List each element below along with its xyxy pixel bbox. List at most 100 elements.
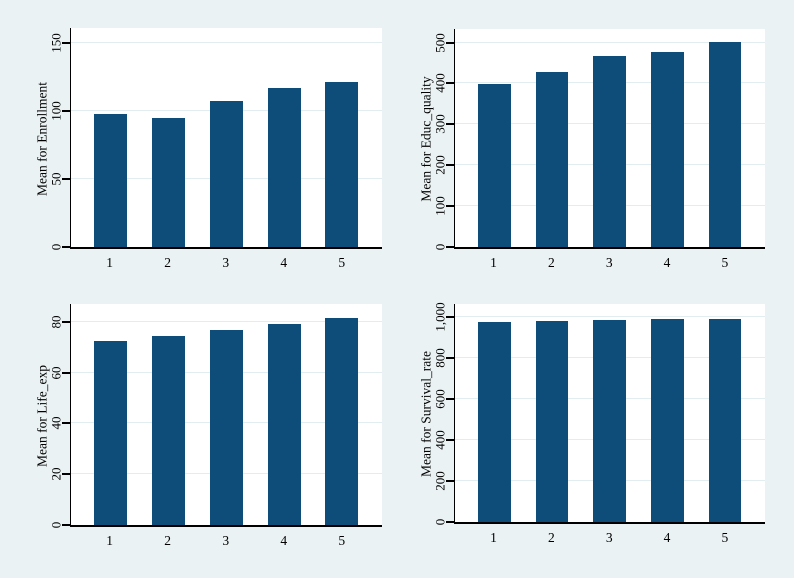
chart-mean-for-survival-rate: Mean for Survival_rate 0 200 400 600 800 1,00… xyxy=(418,303,765,544)
y-tick-mark xyxy=(446,521,454,523)
y-tick-mark xyxy=(62,524,70,526)
y-tick-label-text: 150 xyxy=(48,33,64,53)
y-tick-label-text: 800 xyxy=(432,348,448,368)
chart-mean-for-educ-quality: Mean for Educ_quality 0 100 200 300 400 500 1… xyxy=(418,29,765,269)
x-tick-label: 2 xyxy=(164,533,172,548)
bar-category-1 xyxy=(477,322,511,522)
y-tick-label-text: 400 xyxy=(432,73,448,94)
bar-category-5 xyxy=(325,318,359,525)
y-tick-label-text: 1,000 xyxy=(432,302,448,332)
chart-mean-for-life-exp: Mean for Life_exp 0 20 40 60 80 1 2 3 4 5 xyxy=(34,304,382,547)
bar-category-2 xyxy=(151,117,185,247)
y-tick-mark xyxy=(446,357,454,360)
bar-category-1 xyxy=(94,113,127,247)
y-axis-title-text: Mean for Survival_rate xyxy=(418,351,434,477)
y-tick-label-text: 400 xyxy=(432,430,448,450)
bar-category-4 xyxy=(267,87,301,247)
x-tick-label: 1 xyxy=(106,533,113,548)
y-tick-mark xyxy=(62,422,70,425)
x-tick-label: 2 xyxy=(547,530,555,545)
y-tick-mark xyxy=(446,123,454,126)
bar-category-4 xyxy=(650,51,684,247)
bar-category-5 xyxy=(325,82,359,247)
y-tick-label-text: 80 xyxy=(48,315,64,329)
gridline xyxy=(455,316,765,318)
y-tick-label-text: 200 xyxy=(432,471,448,491)
x-tick-label: 4 xyxy=(280,255,288,270)
y-tick-mark xyxy=(446,480,454,483)
x-tick-label: 5 xyxy=(338,255,346,270)
y-tick-label-text: 100 xyxy=(432,196,448,216)
x-tick-label: 4 xyxy=(280,533,288,548)
x-tick-label: 5 xyxy=(721,255,729,270)
y-tick-label-text: 600 xyxy=(432,389,448,409)
y-tick-label-text: 60 xyxy=(48,366,64,380)
y-tick-mark xyxy=(446,398,454,401)
y-tick-mark xyxy=(446,246,454,248)
x-tick-label: 5 xyxy=(338,533,346,548)
x-tick-label: 4 xyxy=(663,255,671,270)
bar-category-3 xyxy=(593,319,627,522)
bar-category-1 xyxy=(477,84,511,247)
bar-category-5 xyxy=(708,318,742,522)
y-tick-mark xyxy=(62,320,70,323)
y-tick-label-text: 500 xyxy=(432,32,448,53)
y-tick-mark xyxy=(446,82,454,85)
y-tick-label-text: 300 xyxy=(432,114,448,135)
bar-category-2 xyxy=(535,71,569,247)
x-tick-label: 3 xyxy=(605,255,613,270)
bar-category-3 xyxy=(209,330,243,525)
x-axis: 1 2 3 4 5 xyxy=(454,249,765,275)
plot-area xyxy=(454,304,765,524)
y-axis-title-text: Mean for Life_exp xyxy=(34,364,50,467)
y-tick-label-text: 0 xyxy=(48,521,64,529)
gridline xyxy=(71,320,382,322)
y-tick-mark xyxy=(62,41,70,44)
y-tick-mark xyxy=(62,371,70,374)
y-tick-mark xyxy=(62,109,70,112)
y-tick-label-text: 20 xyxy=(48,467,64,481)
y-tick-label-text: 50 xyxy=(48,172,64,186)
x-tick-label: 1 xyxy=(490,255,497,270)
x-tick-label: 5 xyxy=(721,530,729,545)
y-tick-label-text: 200 xyxy=(432,155,448,175)
x-tick-label: 3 xyxy=(222,533,230,548)
y-tick-mark xyxy=(446,164,454,167)
bar-category-2 xyxy=(535,321,569,522)
y-axis-title-text: Mean for Enrollment xyxy=(34,81,50,196)
y-tick-mark xyxy=(446,316,454,319)
bar-category-3 xyxy=(209,101,243,247)
bar-category-2 xyxy=(151,336,185,525)
y-tick-label-text: 100 xyxy=(48,101,64,121)
bar-category-5 xyxy=(708,41,742,247)
gridline xyxy=(71,41,382,43)
y-tick-label-text: 0 xyxy=(432,518,448,526)
bar-category-4 xyxy=(267,324,301,525)
x-tick-label: 2 xyxy=(547,255,555,270)
y-tick-mark xyxy=(446,439,454,442)
y-tick-mark xyxy=(62,246,70,248)
x-axis: 1 2 3 4 5 xyxy=(454,524,765,550)
y-axis-title-text: Mean for Educ_quality xyxy=(418,76,434,202)
y-tick-label-text: 0 xyxy=(48,243,64,251)
x-axis: 1 2 3 4 5 xyxy=(70,249,382,275)
x-tick-label: 1 xyxy=(106,255,113,270)
y-tick-mark xyxy=(62,178,70,180)
y-tick-mark xyxy=(446,41,454,44)
x-tick-label: 4 xyxy=(663,530,671,545)
y-tick-label-text: 0 xyxy=(432,243,448,251)
x-tick-label: 2 xyxy=(164,255,172,270)
x-tick-label: 3 xyxy=(222,255,230,270)
x-tick-label: 3 xyxy=(605,530,613,545)
y-tick-label-text: 40 xyxy=(48,416,64,430)
plot-area xyxy=(70,304,382,527)
plot-area xyxy=(70,28,382,249)
gridline xyxy=(455,41,765,43)
bar-category-4 xyxy=(650,319,684,522)
x-tick-label: 1 xyxy=(490,530,497,545)
x-axis: 1 2 3 4 5 xyxy=(70,527,382,553)
plot-area xyxy=(454,29,765,249)
y-tick-mark xyxy=(446,205,454,208)
bar-category-1 xyxy=(94,341,127,525)
